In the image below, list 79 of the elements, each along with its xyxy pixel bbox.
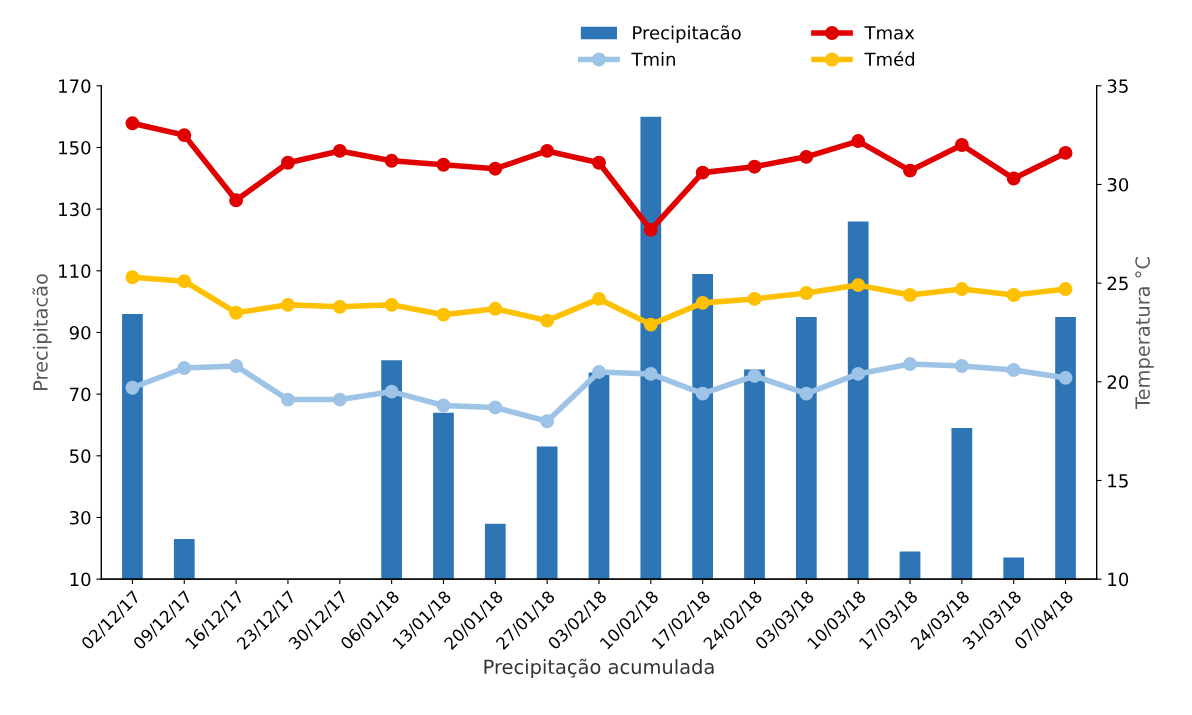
point [747,368,762,383]
point [229,193,244,208]
point [436,398,451,413]
point [280,297,295,312]
y-tick-label: 130 [59,202,91,217]
y2-tick-label: 30 [1107,177,1129,192]
point [592,291,606,306]
y2-tick-label: 35 [1107,79,1128,93]
point [280,155,295,170]
point [592,155,606,170]
y-tick-label: 90 [69,325,91,340]
point [747,159,762,174]
y2-axis-title: Temperatura °C [1135,257,1154,410]
y2-tick-label: 20 [1107,375,1129,389]
point [332,143,347,158]
point [229,359,244,373]
point [229,305,244,320]
point [695,295,710,310]
point [799,386,814,401]
point [540,414,555,429]
x-axis-title: Precipitação acumulada [484,658,714,678]
point [643,366,658,381]
y-tick-label: 170 [59,79,91,93]
point [954,359,969,373]
point [851,278,866,293]
y-tick-label: 110 [59,264,91,278]
point [1006,171,1021,186]
point [488,161,503,176]
point [851,134,866,149]
point [695,165,710,180]
point [488,301,503,316]
legend-label: Tmax [864,26,915,40]
point [592,364,606,379]
point [125,380,140,395]
point [954,138,969,152]
point [280,392,295,407]
point [1006,363,1021,377]
point [1006,288,1021,302]
point [125,116,140,131]
point [903,163,917,178]
point [332,299,347,314]
point [384,153,399,168]
point [1058,282,1073,297]
y-tick-label: 30 [70,510,91,525]
point [332,392,347,407]
point [695,386,710,401]
point [436,307,451,322]
y-tick-label: 10 [70,572,91,587]
point [384,384,399,399]
point [799,286,814,300]
point [903,357,917,371]
point [436,157,451,172]
point [540,143,555,158]
legend-label: Tmin [631,52,675,66]
point [1058,370,1073,385]
y-axis-title: Precipitacão [32,274,52,390]
y-tick-label: 50 [70,449,91,463]
y2-tick-label: 10 [1108,572,1129,587]
legend-label: Precipitacão [633,25,741,44]
point [488,400,503,415]
point [954,282,969,297]
y-tick-label: 70 [70,387,91,402]
y2-tick-label: 15 [1108,474,1128,488]
point [799,149,814,164]
point [125,270,140,285]
y2-tick-label: 25 [1107,276,1128,291]
point [1058,145,1073,160]
legend-label: Tméd [864,51,915,67]
point [643,317,658,332]
point [177,361,192,375]
point [177,274,192,289]
point [177,128,192,143]
point [747,291,762,306]
point [540,313,555,328]
point [384,297,399,312]
point [643,222,658,237]
point [851,366,866,381]
point [903,288,917,302]
y-tick-label: 150 [59,140,91,155]
